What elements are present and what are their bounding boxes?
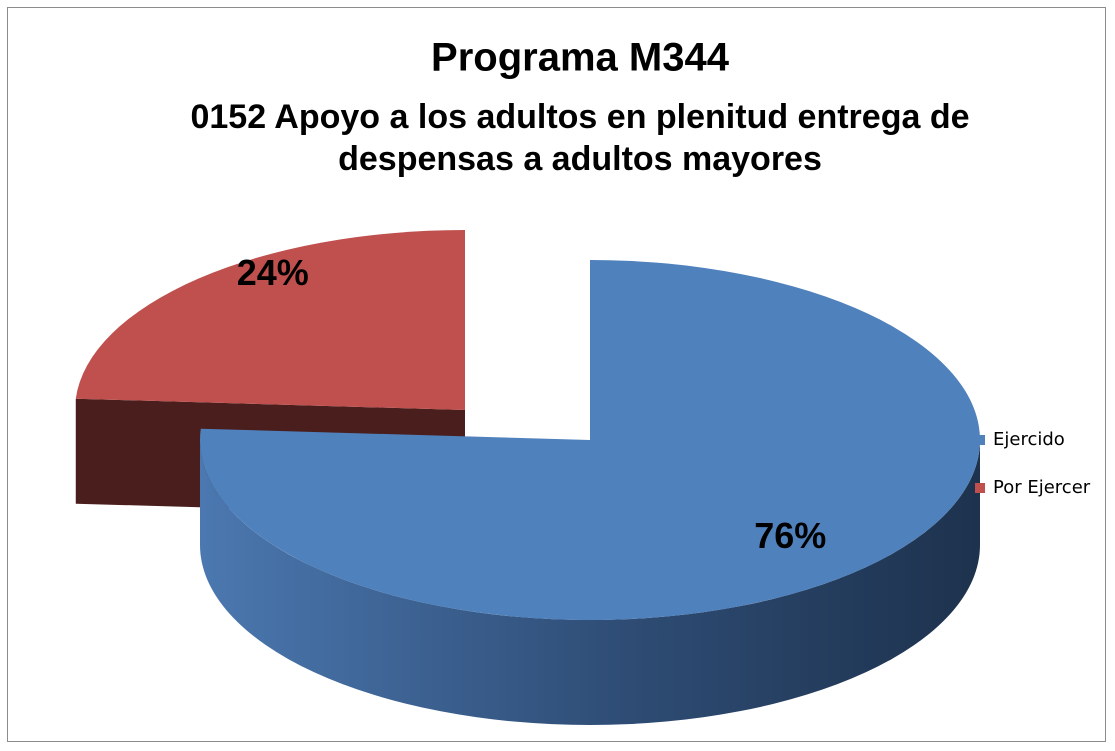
data-label: 76% (754, 515, 826, 556)
legend-label: Por Ejercer (993, 477, 1091, 498)
chart-title: Programa M344 (431, 36, 730, 80)
slice-side (200, 440, 980, 725)
data-label: 24% (237, 252, 309, 293)
slice (200, 260, 980, 620)
legend-label: Ejercido (993, 429, 1065, 450)
legend-swatch (975, 435, 985, 445)
chart-frame (7, 7, 1106, 742)
slice (75, 230, 465, 410)
chart-subtitle: 0152 Apoyo a los adultos en plenitud ent… (190, 98, 970, 178)
legend-swatch (975, 483, 985, 493)
